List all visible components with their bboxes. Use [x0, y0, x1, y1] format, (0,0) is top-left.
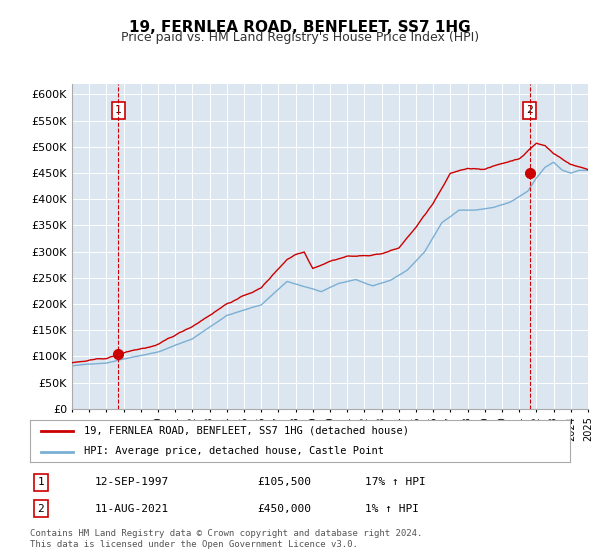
Text: Contains HM Land Registry data © Crown copyright and database right 2024.
This d: Contains HM Land Registry data © Crown c…	[30, 529, 422, 549]
Text: 19, FERNLEA ROAD, BENFLEET, SS7 1HG (detached house): 19, FERNLEA ROAD, BENFLEET, SS7 1HG (det…	[84, 426, 409, 436]
Text: £105,500: £105,500	[257, 477, 311, 487]
Text: HPI: Average price, detached house, Castle Point: HPI: Average price, detached house, Cast…	[84, 446, 384, 456]
Text: 1: 1	[115, 105, 122, 115]
Text: 2: 2	[37, 504, 44, 514]
Text: 17% ↑ HPI: 17% ↑ HPI	[365, 477, 425, 487]
Text: 1% ↑ HPI: 1% ↑ HPI	[365, 504, 419, 514]
Text: 12-SEP-1997: 12-SEP-1997	[95, 477, 169, 487]
Text: 2: 2	[526, 105, 533, 115]
Text: 1: 1	[37, 477, 44, 487]
Text: 19, FERNLEA ROAD, BENFLEET, SS7 1HG: 19, FERNLEA ROAD, BENFLEET, SS7 1HG	[129, 20, 471, 35]
Text: Price paid vs. HM Land Registry's House Price Index (HPI): Price paid vs. HM Land Registry's House …	[121, 31, 479, 44]
Text: £450,000: £450,000	[257, 504, 311, 514]
Text: 11-AUG-2021: 11-AUG-2021	[95, 504, 169, 514]
